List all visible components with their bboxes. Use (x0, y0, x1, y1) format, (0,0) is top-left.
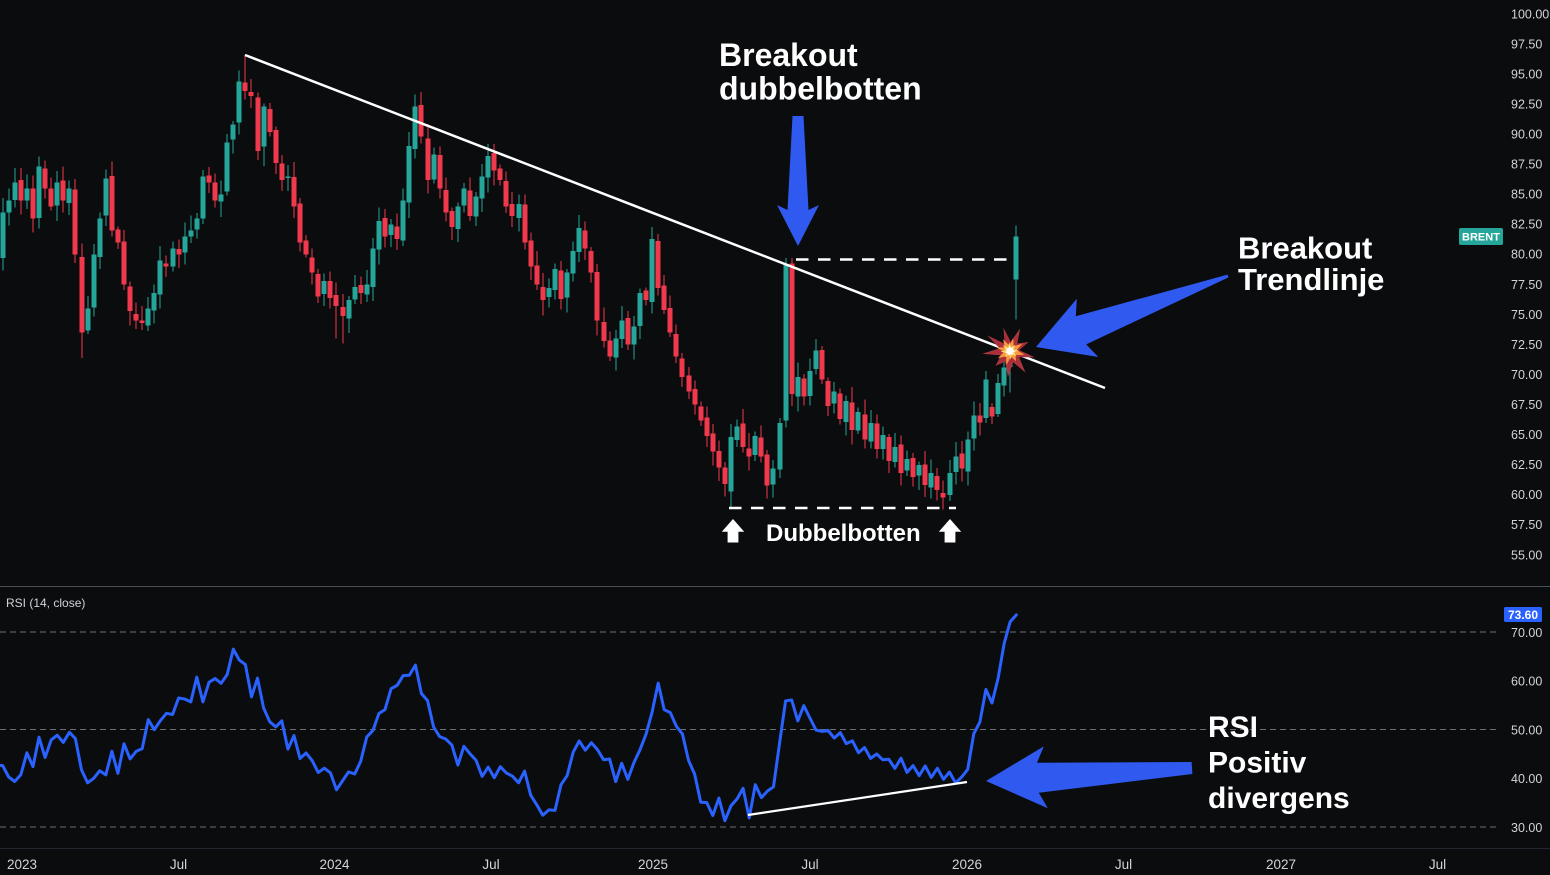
svg-text:100.00: 100.00 (1511, 7, 1549, 21)
svg-text:85.00: 85.00 (1511, 188, 1542, 202)
svg-text:60.00: 60.00 (1511, 675, 1542, 689)
svg-text:2026: 2026 (952, 857, 982, 872)
svg-text:40.00: 40.00 (1511, 772, 1542, 786)
svg-text:90.00: 90.00 (1511, 128, 1542, 142)
svg-text:BRENT: BRENT (1462, 232, 1500, 244)
svg-text:57.50: 57.50 (1511, 518, 1542, 532)
svg-text:2023: 2023 (7, 857, 37, 872)
svg-text:RSI: RSI (1208, 711, 1258, 744)
svg-text:70.00: 70.00 (1511, 626, 1542, 640)
svg-text:30.00: 30.00 (1511, 821, 1542, 835)
svg-text:Jul: Jul (170, 857, 187, 872)
svg-text:55.00: 55.00 (1511, 548, 1542, 562)
svg-text:Jul: Jul (482, 857, 499, 872)
svg-text:82.50: 82.50 (1511, 218, 1542, 232)
svg-text:92.50: 92.50 (1511, 98, 1542, 112)
svg-text:Breakout: Breakout (719, 37, 858, 73)
svg-text:73.60: 73.60 (1508, 608, 1538, 622)
svg-text:75.00: 75.00 (1511, 308, 1542, 322)
svg-text:2027: 2027 (1266, 857, 1296, 872)
svg-text:70.00: 70.00 (1511, 368, 1542, 382)
svg-text:Breakout: Breakout (1238, 231, 1372, 266)
svg-text:80.00: 80.00 (1511, 248, 1542, 262)
svg-text:Jul: Jul (1429, 857, 1446, 872)
svg-text:50.00: 50.00 (1511, 723, 1542, 737)
svg-text:Positiv: Positiv (1208, 747, 1307, 780)
svg-text:87.50: 87.50 (1511, 158, 1542, 172)
svg-text:60.00: 60.00 (1511, 488, 1542, 502)
svg-text:dubbelbotten: dubbelbotten (719, 71, 922, 107)
svg-text:97.50: 97.50 (1511, 37, 1542, 51)
svg-text:Jul: Jul (801, 857, 818, 872)
svg-text:62.50: 62.50 (1511, 458, 1542, 472)
svg-text:Jul: Jul (1115, 857, 1132, 872)
svg-text:72.50: 72.50 (1511, 338, 1542, 352)
svg-text:divergens: divergens (1208, 782, 1350, 815)
svg-text:95.00: 95.00 (1511, 67, 1542, 81)
svg-text:65.00: 65.00 (1511, 428, 1542, 442)
svg-text:Dubbelbotten: Dubbelbotten (766, 520, 921, 547)
svg-text:2024: 2024 (319, 857, 350, 872)
svg-text:67.50: 67.50 (1511, 398, 1542, 412)
svg-text:77.50: 77.50 (1511, 278, 1542, 292)
svg-text:RSI (14, close): RSI (14, close) (6, 596, 85, 610)
svg-text:2025: 2025 (638, 857, 668, 872)
svg-text:Trendlinje: Trendlinje (1238, 262, 1384, 297)
